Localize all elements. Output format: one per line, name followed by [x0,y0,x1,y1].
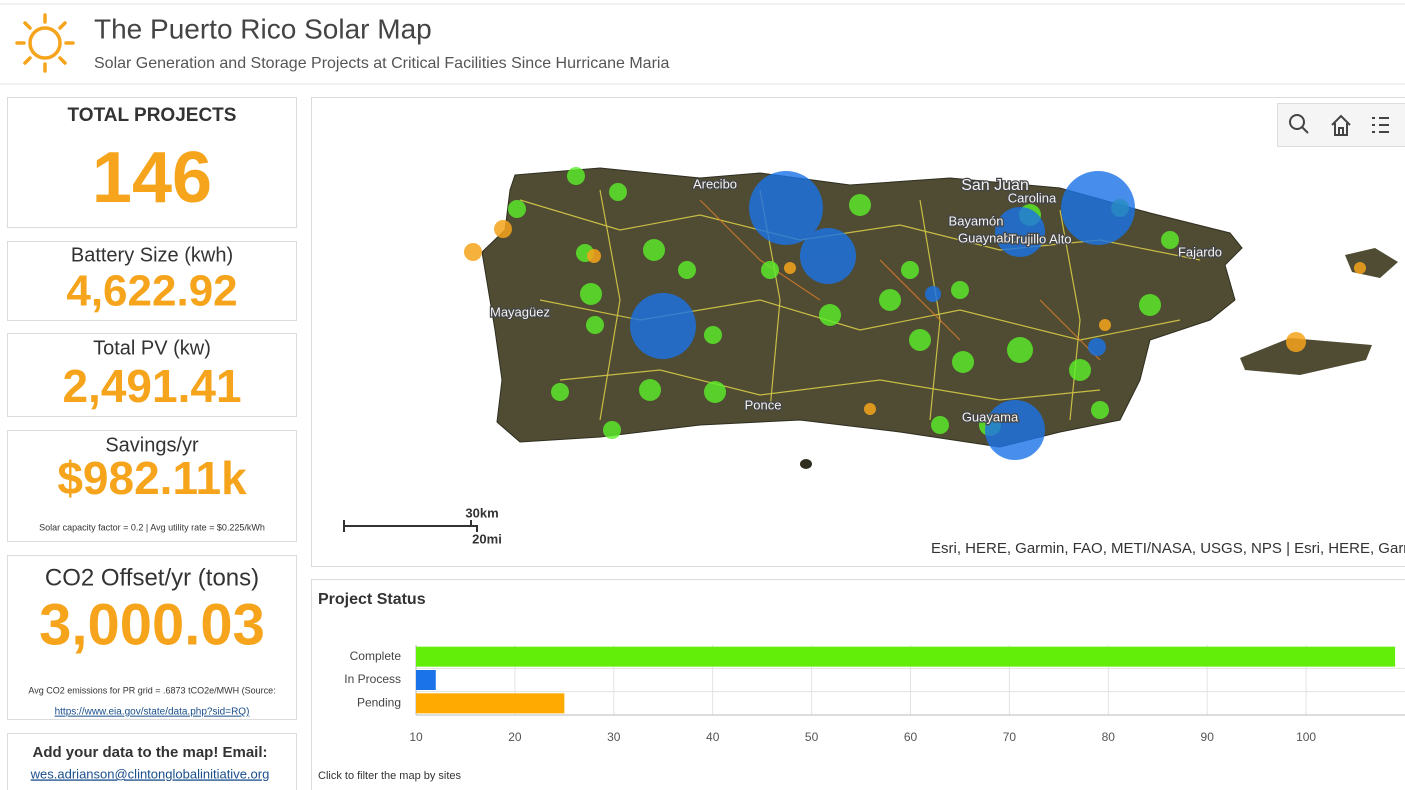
bar[interactable] [416,693,565,714]
place-label: Mayagüez [490,304,550,319]
bar[interactable] [416,646,1396,667]
place-label: Trujillo Alto [1008,231,1071,246]
place-label: Carolina [1008,190,1057,205]
card-label: Battery Size (kwh) [71,244,233,266]
bar-chart: 10 20 30 40 50 60 70 80 90 100 Complete In Process P… [344,645,1405,744]
card [7,733,297,790]
source-link[interactable]: https://www.eia.gov/state/data.php?sid=R… [55,707,250,718]
x-tick-label: 30 [607,730,621,744]
chart-title: Project Status [318,591,426,608]
place-label: Guayama [962,409,1019,424]
x-tick-label: 80 [1102,730,1116,744]
search-button[interactable] [1289,114,1309,134]
place-label: Bayamón [949,213,1004,228]
sun-icon [15,13,75,73]
y-tick-label: Complete [350,649,402,663]
map-toolbar [1277,103,1405,147]
title: The Puerto Rico Solar Map [94,13,432,44]
y-tick-label: Pending [357,696,401,710]
x-tick-label: 40 [706,730,720,744]
x-tick-label: 90 [1201,730,1215,744]
x-tick-label: 20 [508,730,522,744]
card [7,430,297,542]
card-note: Avg CO2 emissions for PR grid = .6873 tC… [28,685,275,695]
card-note: Solar capacity factor = 0.2 | Avg utilit… [39,522,265,532]
y-tick-label: In Process [344,672,401,686]
scale-mi: 20mi [472,531,502,546]
x-tick-label: 10 [409,730,423,744]
subtitle: Solar Generation and Storage Projects at… [94,55,669,72]
pending-sites [464,220,1366,415]
x-tick-label: 50 [805,730,819,744]
storage-sites [630,171,1135,460]
bar[interactable] [416,670,436,690]
card-value: 3,000.03 [39,592,265,657]
place-label: Ponce [745,397,782,412]
card-value: $982.11k [57,452,247,504]
card [7,555,297,720]
attribution: Esri, HERE, Garmin, FAO, METI/NASA, USGS… [931,540,1405,557]
place-label: Guaynabo [958,230,1018,245]
roads [519,189,1201,421]
chart-panel [311,579,1405,790]
card-value: 146 [92,138,212,218]
card-label: TOTAL PROJECTS [68,105,237,126]
chart-note: Click to filter the map by sites [318,770,462,782]
layers-button[interactable] [1372,117,1389,133]
card-value: 4,622.92 [66,267,237,316]
card-label: Savings/yr [105,434,199,456]
islet [800,459,812,469]
island [481,167,1243,448]
card [7,241,297,321]
card [7,333,297,417]
card [7,97,297,228]
card-label: CO2 Offset/yr (tons) [45,564,259,591]
map: Arecibo San Juan Carolina Bayamón Guayna… [464,167,1398,469]
contact-text: Add your data to the map! Email: [32,744,267,761]
x-tick-label: 70 [1003,730,1017,744]
scale-km: 30km [465,505,498,520]
x-tick-label: 60 [904,730,918,744]
email-link[interactable]: wes.adrianson@clintonglobalinitiative.or… [30,766,270,781]
x-tick-label: 100 [1296,730,1316,744]
sites [508,167,1179,439]
place-label: Fajardo [1178,244,1222,259]
card-label: Total PV (kw) [93,337,211,359]
place-label: Arecibo [693,176,737,191]
card-value: 2,491.41 [62,360,241,412]
place-label: San Juan [961,177,1029,194]
scale-bar [343,520,478,532]
home-button[interactable] [1331,114,1351,136]
vieques [1240,338,1372,375]
